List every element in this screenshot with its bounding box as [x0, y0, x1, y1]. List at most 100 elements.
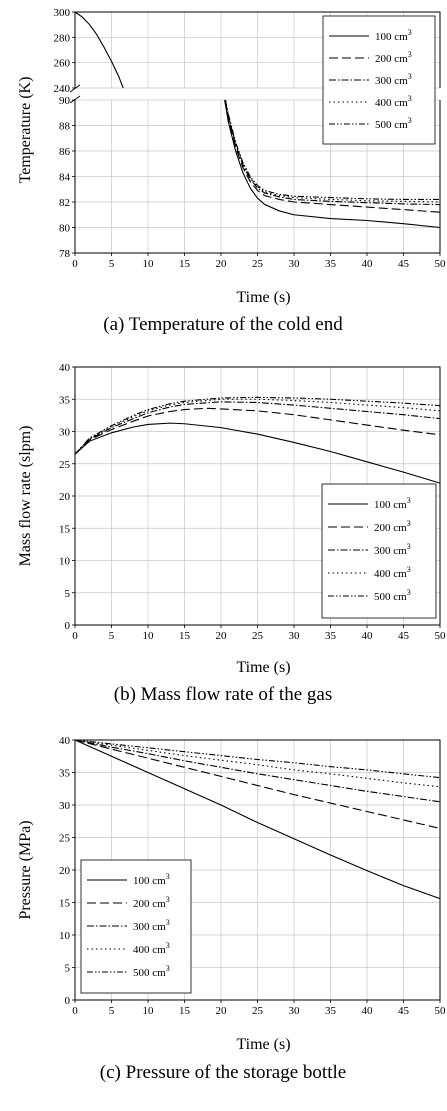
- legend-label: 500 cm3: [133, 964, 170, 979]
- legend-label-text: 100 cm: [374, 499, 407, 511]
- x-axis-title: Time (s): [236, 659, 290, 676]
- y-tick-label: 40: [59, 362, 71, 374]
- legend-label-superscript: 3: [408, 28, 412, 37]
- y-tick-label: 20: [59, 491, 71, 503]
- y-tick-label: 86: [59, 146, 71, 158]
- series-line: [74, 398, 441, 455]
- x-tick-label: 45: [398, 258, 410, 270]
- figure-caption: (a) Temperature of the cold end: [103, 314, 343, 335]
- x-tick-label: 30: [289, 630, 301, 642]
- x-tick-label: 25: [252, 258, 264, 270]
- y-axis-title: Mass flow rate (slpm): [17, 426, 34, 567]
- series-line: [224, 99, 440, 200]
- y-tick-label: 10: [59, 556, 71, 568]
- legend-label: 500 cm3: [375, 116, 412, 131]
- legend-label-superscript: 3: [408, 94, 412, 103]
- y-tick-label: 25: [59, 459, 71, 471]
- x-tick-label: 10: [143, 630, 155, 642]
- legend-label-text: 100 cm: [375, 31, 408, 43]
- series-line: [74, 11, 124, 89]
- y-tick-label: 20: [59, 865, 71, 877]
- x-tick-label: 50: [435, 630, 447, 642]
- legend-label-superscript: 3: [408, 50, 412, 59]
- y-tick-label: 280: [54, 32, 71, 44]
- legend-label-text: 300 cm: [133, 921, 166, 933]
- x-tick-label: 10: [143, 1005, 155, 1017]
- y-tick-label: 15: [59, 523, 71, 535]
- plot-frame: [74, 739, 441, 1001]
- legend-label-text: 300 cm: [375, 75, 408, 87]
- series-line: [74, 739, 441, 779]
- series-line: [74, 739, 441, 788]
- y-tick-label: 78: [59, 248, 71, 260]
- series-line: [224, 99, 441, 206]
- legend-label: 400 cm3: [133, 941, 170, 956]
- series-line: [74, 407, 441, 455]
- legend-label: 100 cm3: [133, 872, 170, 887]
- y-tick-label: 300: [54, 7, 71, 19]
- x-tick-label: 15: [179, 258, 191, 270]
- series-line: [224, 99, 441, 229]
- x-tick-label: 10: [143, 258, 155, 270]
- y-tick-label: 80: [59, 223, 71, 235]
- y-tick-label: 90: [59, 95, 71, 107]
- legend-label-text: 500 cm: [375, 119, 408, 131]
- x-tick-label: 35: [325, 630, 337, 642]
- legend-label-text: 400 cm: [133, 944, 166, 956]
- legend-label-text: 200 cm: [133, 898, 166, 910]
- x-tick-label: 5: [109, 1005, 115, 1017]
- legend-label-superscript: 3: [408, 72, 412, 81]
- legend-label-superscript: 3: [166, 964, 170, 973]
- legend-label: 200 cm3: [375, 50, 412, 65]
- x-tick-label: 15: [179, 1005, 191, 1017]
- x-tick-label: 40: [362, 630, 374, 642]
- figure-caption: (c) Pressure of the storage bottle: [100, 1062, 346, 1083]
- legend-label-superscript: 3: [407, 542, 411, 551]
- legend-label-superscript: 3: [166, 895, 170, 904]
- legend-label: 400 cm3: [375, 94, 412, 109]
- legend-label-text: 400 cm: [374, 568, 407, 580]
- legend-label-superscript: 3: [407, 519, 411, 528]
- y-axis-title: Temperature (K): [17, 77, 34, 184]
- legend-label-superscript: 3: [166, 941, 170, 950]
- y-tick-label: 82: [59, 197, 70, 209]
- x-tick-label: 20: [216, 258, 228, 270]
- y-tick-label: 15: [59, 898, 71, 910]
- legend-label-superscript: 3: [408, 116, 412, 125]
- x-tick-label: 45: [398, 630, 410, 642]
- y-tick-label: 25: [59, 833, 71, 845]
- legend-label-text: 200 cm: [374, 522, 407, 534]
- panel-temperature: 0 5 10 15 20 25 30 35 40 45 50 Time (s) (a) Temperat…: [17, 7, 446, 335]
- legend-label-text: 500 cm: [133, 967, 166, 979]
- legend-label: 200 cm3: [374, 519, 411, 534]
- x-tick-label: 25: [252, 630, 264, 642]
- axis-break-mark: [69, 84, 81, 93]
- y-tick-label: 40: [59, 735, 71, 747]
- legend-label-superscript: 3: [166, 872, 170, 881]
- series-line: [74, 422, 441, 484]
- y-tick-label: 35: [59, 394, 71, 406]
- y-tick-label: 260: [54, 58, 71, 70]
- y-tick-label: 5: [65, 588, 71, 600]
- x-tick-label: 30: [289, 258, 301, 270]
- y-tick-label: 30: [59, 800, 71, 812]
- plot-frame: [74, 366, 441, 626]
- x-tick-label: 40: [362, 258, 374, 270]
- x-tick-label: 0: [72, 258, 78, 270]
- y-tick-label: 0: [65, 995, 71, 1007]
- legend-label: 300 cm3: [374, 542, 411, 557]
- y-tick-label: 5: [65, 963, 71, 975]
- x-tick-label: 45: [398, 1005, 410, 1017]
- series-line: [224, 99, 441, 213]
- legend-label: 100 cm3: [374, 496, 411, 511]
- series-line: [74, 739, 441, 829]
- y-tick-label: 35: [59, 768, 71, 780]
- series-line: [74, 401, 441, 455]
- y-tick-label: 30: [59, 427, 71, 439]
- y-tick-label: 88: [59, 121, 71, 133]
- figure-caption: (b) Mass flow rate of the gas: [114, 684, 332, 705]
- legend-label: 300 cm3: [375, 72, 412, 87]
